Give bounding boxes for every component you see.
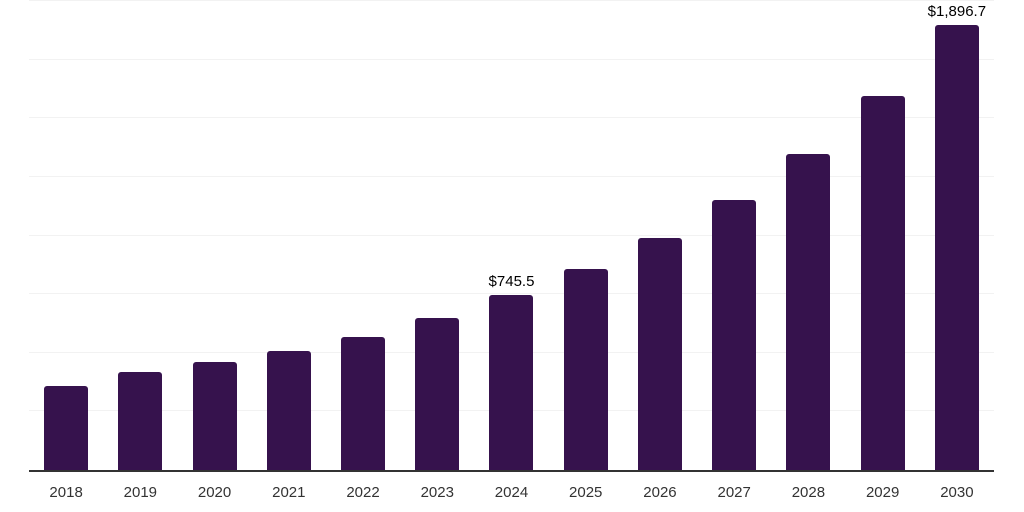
bar-2026[interactable] <box>637 238 682 470</box>
x-tick-2026: 2026 <box>643 484 677 501</box>
value-label-2024: $745.5 <box>488 273 535 291</box>
bar-2021[interactable] <box>266 350 311 470</box>
bar-2019[interactable] <box>118 372 163 470</box>
bar-2022[interactable] <box>341 336 386 470</box>
bar-band-2018 <box>29 1 103 470</box>
gridline <box>29 117 994 119</box>
x-tick-2025: 2025 <box>569 484 603 501</box>
bar-2030[interactable] <box>934 25 979 470</box>
bar-band-2028 <box>771 1 845 470</box>
bar-band-2020 <box>177 1 251 470</box>
x-tick-2023: 2023 <box>420 484 454 501</box>
bar-band-2029 <box>846 1 920 470</box>
bar-band-2019 <box>103 1 177 470</box>
bar-band-2026 <box>623 1 697 470</box>
x-axis-line <box>29 470 994 472</box>
bar-2024[interactable] <box>489 295 534 470</box>
bar-2023[interactable] <box>415 318 460 470</box>
bar-band-2030: $1,896.7 <box>920 1 994 470</box>
x-tick-2029: 2029 <box>865 484 900 501</box>
gridline <box>29 58 994 60</box>
x-tick-2019: 2019 <box>123 484 158 501</box>
gridline <box>29 0 994 1</box>
bar-2025[interactable] <box>563 269 608 470</box>
bar-2027[interactable] <box>712 200 757 470</box>
bar-2018[interactable] <box>44 385 89 470</box>
gridline <box>29 175 994 177</box>
bar-band-2021 <box>252 1 326 470</box>
x-tick-2024: 2024 <box>494 484 529 501</box>
gridline <box>29 234 994 236</box>
gridline <box>29 293 994 295</box>
x-tick-2022: 2022 <box>346 484 380 501</box>
bar-2028[interactable] <box>786 154 831 470</box>
bar-band-2024: $745.5 <box>474 1 548 470</box>
bar-2029[interactable] <box>860 96 905 470</box>
plot-area: $745.5 $1,896.7 <box>29 0 994 472</box>
bar-band-2022 <box>326 1 400 470</box>
x-tick-2021: 2021 <box>272 484 306 501</box>
x-tick-2018: 2018 <box>49 484 83 501</box>
x-axis: 2018 2019 2020 2021 2022 2023 2024 2025 2026 2027… <box>29 484 994 506</box>
value-label-2030: $1,896.7 <box>927 3 987 21</box>
x-tick-2020: 2020 <box>197 484 232 501</box>
bar-2020[interactable] <box>192 361 237 470</box>
x-tick-2027: 2027 <box>717 484 751 501</box>
bar-band-2023 <box>400 1 474 470</box>
x-tick-2030: 2030 <box>940 484 974 501</box>
bar-band-2025 <box>549 1 623 470</box>
x-tick-2028: 2028 <box>791 484 826 501</box>
bar-band-2027 <box>697 1 771 470</box>
